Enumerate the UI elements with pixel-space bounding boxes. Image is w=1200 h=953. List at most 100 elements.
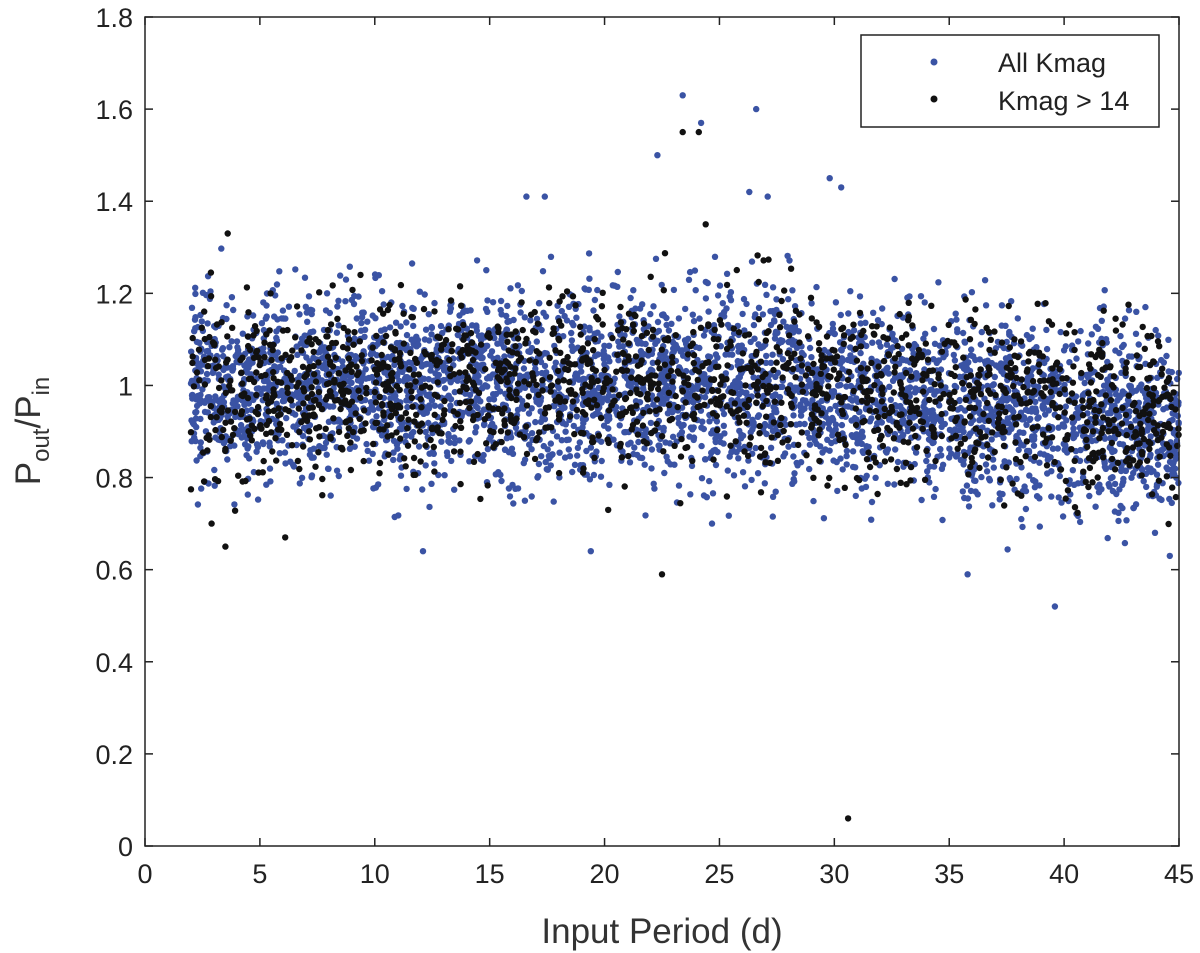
data-point — [362, 396, 369, 404]
data-point — [691, 267, 699, 274]
data-point — [591, 396, 598, 403]
data-point — [905, 299, 912, 306]
data-point — [307, 447, 314, 454]
data-point — [1088, 331, 1096, 338]
data-point — [403, 374, 410, 381]
data-point — [817, 370, 824, 377]
data-point — [415, 341, 422, 348]
data-point — [238, 392, 245, 399]
data-point — [367, 351, 375, 358]
data-point — [544, 466, 551, 473]
data-point — [912, 432, 919, 440]
data-point — [743, 419, 750, 426]
data-point — [946, 454, 953, 461]
data-point — [834, 487, 841, 495]
data-point — [1070, 434, 1077, 442]
data-point — [640, 320, 648, 327]
data-point — [261, 354, 268, 361]
data-point — [706, 353, 714, 361]
data-point — [519, 326, 526, 334]
data-point — [1141, 345, 1149, 352]
data-point — [231, 408, 239, 416]
data-point — [279, 307, 287, 314]
data-point — [407, 382, 414, 389]
data-point — [731, 400, 738, 407]
data-point — [1118, 420, 1126, 427]
data-point — [620, 336, 627, 343]
data-point — [626, 459, 634, 466]
data-point — [260, 345, 267, 352]
data-point — [713, 418, 721, 425]
data-point — [562, 428, 569, 435]
data-point — [743, 300, 750, 308]
data-point — [907, 463, 915, 471]
data-point — [1022, 453, 1029, 460]
data-point — [406, 366, 413, 373]
data-point — [375, 481, 382, 488]
data-point — [571, 361, 579, 368]
data-point — [498, 477, 505, 485]
data-point — [662, 439, 669, 446]
data-point — [956, 396, 963, 404]
data-point — [591, 454, 598, 461]
data-point — [998, 339, 1006, 346]
data-point — [777, 421, 784, 429]
data-point — [617, 319, 625, 326]
data-point — [886, 383, 893, 390]
data-point — [875, 363, 882, 370]
data-point — [906, 419, 913, 426]
data-point — [799, 388, 806, 395]
data-point — [1045, 407, 1053, 414]
data-point — [682, 305, 689, 313]
data-point — [506, 493, 514, 500]
data-point — [422, 462, 429, 469]
data-point — [381, 326, 388, 333]
data-point — [655, 442, 662, 449]
data-point — [959, 329, 967, 337]
data-point — [787, 400, 795, 407]
data-point — [349, 286, 356, 294]
data-point — [525, 393, 532, 400]
data-point — [451, 439, 458, 447]
data-point — [534, 320, 542, 327]
data-point — [357, 271, 364, 279]
data-point — [589, 412, 597, 419]
data-point — [215, 384, 223, 392]
data-point — [921, 299, 928, 306]
data-point — [408, 394, 416, 401]
data-point — [1109, 487, 1117, 495]
data-point — [450, 408, 457, 415]
data-point — [362, 420, 369, 427]
data-point — [1116, 486, 1123, 493]
data-point — [872, 459, 879, 466]
data-point — [188, 304, 196, 311]
data-point — [991, 373, 998, 381]
data-point — [739, 350, 746, 357]
data-point — [647, 419, 655, 427]
data-point — [1092, 503, 1099, 510]
data-point — [237, 421, 245, 429]
data-point — [706, 418, 713, 425]
data-point — [296, 311, 303, 318]
data-point — [353, 315, 360, 322]
data-point — [989, 502, 996, 509]
data-point — [792, 374, 799, 381]
data-point — [883, 341, 891, 348]
data-point — [839, 466, 846, 473]
data-point — [886, 414, 893, 421]
data-point — [853, 395, 860, 402]
data-point — [432, 370, 439, 377]
data-point — [1121, 539, 1129, 547]
data-point — [962, 396, 970, 403]
data-point — [1074, 509, 1081, 516]
data-point — [563, 317, 571, 324]
data-point — [769, 493, 777, 500]
data-point — [416, 288, 423, 295]
data-point — [846, 395, 854, 403]
data-point — [507, 285, 514, 292]
data-point — [1143, 483, 1150, 491]
data-point — [604, 436, 611, 443]
data-point — [828, 417, 835, 424]
data-point — [826, 474, 833, 482]
data-point — [715, 387, 722, 394]
